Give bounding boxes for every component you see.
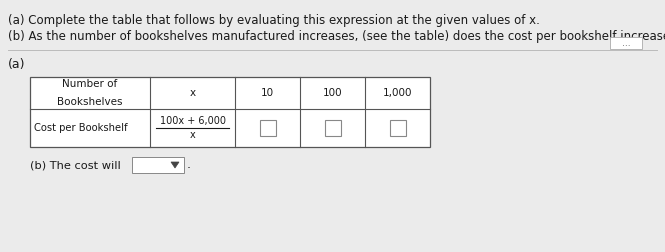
Text: ...: ... — [622, 39, 630, 47]
Bar — [132, 157, 184, 173]
Text: 100x + 6,000: 100x + 6,000 — [160, 116, 225, 126]
Text: 10: 10 — [261, 88, 274, 98]
Text: 100: 100 — [323, 88, 342, 98]
Text: (b) The cost will: (b) The cost will — [30, 160, 121, 170]
Polygon shape — [171, 162, 179, 168]
Bar — [30, 77, 430, 147]
Text: 1,000: 1,000 — [383, 88, 412, 98]
Text: (a): (a) — [8, 58, 25, 71]
Text: x: x — [190, 88, 196, 98]
Text: Cost per Bookshelf: Cost per Bookshelf — [34, 123, 128, 133]
Text: (a) Complete the table that follows by evaluating this expression at the given v: (a) Complete the table that follows by e… — [8, 14, 540, 27]
Text: x: x — [190, 130, 196, 140]
Bar — [610, 37, 642, 49]
Bar — [390, 120, 406, 136]
Bar — [259, 120, 275, 136]
Text: Number of: Number of — [63, 79, 118, 89]
Text: Bookshelves: Bookshelves — [57, 97, 123, 107]
Text: (b) As the number of bookshelves manufactured increases, (see the table) does th: (b) As the number of bookshelves manufac… — [8, 30, 665, 43]
Text: .: . — [187, 159, 191, 172]
Bar — [325, 120, 340, 136]
